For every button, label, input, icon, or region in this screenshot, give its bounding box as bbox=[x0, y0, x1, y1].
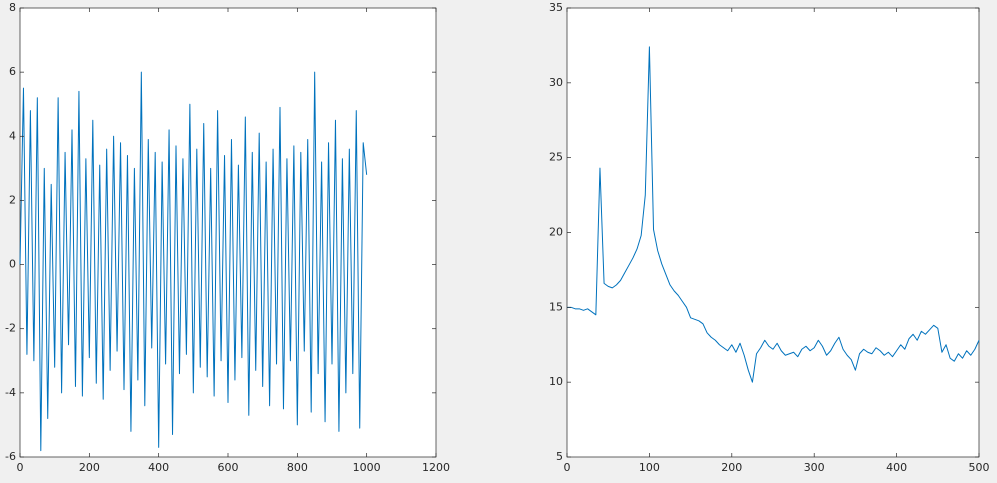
y-tick-label: 15 bbox=[549, 300, 563, 313]
x-tick-label: 400 bbox=[886, 461, 907, 474]
x-tick-label: 0 bbox=[564, 461, 571, 474]
y-tick-label: 35 bbox=[549, 1, 563, 14]
y-tick-label: 6 bbox=[9, 65, 16, 78]
x-tick-label: 1200 bbox=[422, 461, 450, 474]
x-tick-label: 600 bbox=[218, 461, 239, 474]
y-tick-label: 2 bbox=[9, 193, 16, 206]
y-tick-label: 20 bbox=[549, 226, 563, 239]
x-tick-label: 0 bbox=[17, 461, 24, 474]
y-tick-label: 5 bbox=[556, 450, 563, 463]
x-tick-label: 100 bbox=[639, 461, 660, 474]
y-tick-label: 0 bbox=[9, 258, 16, 271]
y-tick-label: 10 bbox=[549, 375, 563, 388]
y-tick-label: -2 bbox=[5, 322, 16, 335]
x-tick-label: 400 bbox=[148, 461, 169, 474]
axes bbox=[566, 7, 980, 458]
x-tick-label: 500 bbox=[969, 461, 990, 474]
x-tick-label: 800 bbox=[287, 461, 308, 474]
data-line bbox=[567, 46, 980, 383]
x-tick-label: 200 bbox=[721, 461, 742, 474]
y-tick-label: -4 bbox=[5, 386, 16, 399]
x-tick-label: 200 bbox=[79, 461, 100, 474]
x-tick-label: 300 bbox=[804, 461, 825, 474]
y-tick-label: 8 bbox=[9, 1, 16, 14]
y-tick-label: 4 bbox=[9, 129, 16, 142]
y-tick-label: -6 bbox=[5, 450, 16, 463]
x-tick-label: 1000 bbox=[353, 461, 381, 474]
data-line bbox=[19, 71, 368, 452]
y-tick-label: 30 bbox=[549, 76, 563, 89]
y-tick-label: 25 bbox=[549, 151, 563, 164]
